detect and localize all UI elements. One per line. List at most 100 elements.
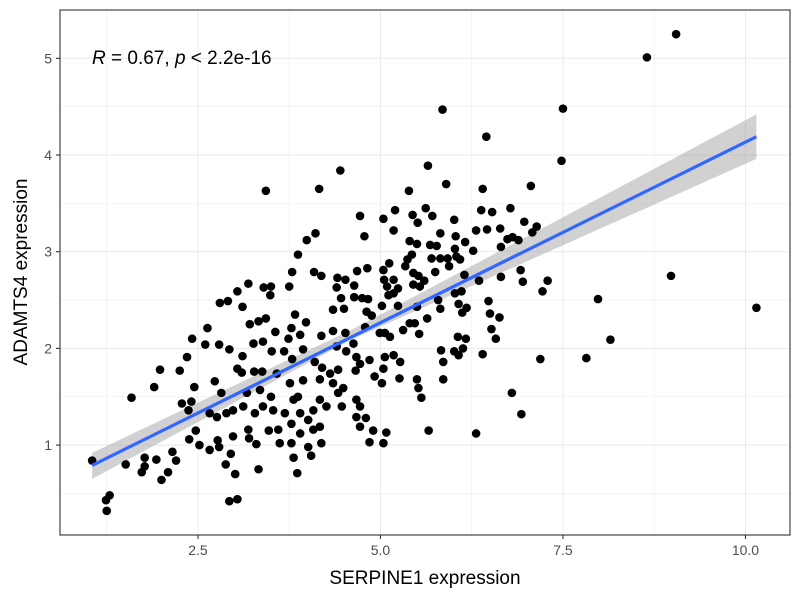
data-point (582, 353, 591, 363)
data-point (233, 494, 242, 504)
data-point (430, 267, 440, 277)
data-point (214, 442, 224, 452)
data-point (309, 405, 318, 415)
data-point (190, 382, 199, 392)
data-point (352, 395, 361, 404)
data-point (217, 388, 226, 398)
data-point (182, 352, 192, 362)
data-point (184, 434, 194, 444)
data-point (289, 453, 298, 462)
data-point (457, 287, 466, 296)
data-point (496, 242, 506, 252)
fit-line-layer (91, 135, 758, 467)
data-point (261, 314, 271, 323)
data-point (212, 412, 222, 422)
data-point (412, 375, 422, 384)
data-point (365, 355, 374, 365)
points-layer (87, 29, 761, 516)
data-point (213, 435, 222, 445)
data-point (295, 429, 305, 438)
data-point (352, 412, 361, 422)
data-point (341, 346, 351, 356)
data-point (315, 375, 325, 384)
data-point (184, 405, 193, 415)
data-point (149, 382, 159, 392)
data-point (666, 271, 676, 281)
data-point (671, 29, 681, 39)
data-point (349, 292, 359, 302)
data-point (752, 303, 761, 313)
data-point (337, 402, 347, 411)
data-point (453, 332, 463, 342)
data-point (268, 405, 278, 415)
data-point (428, 211, 437, 221)
data-point (517, 409, 526, 419)
data-point (436, 304, 445, 314)
data-point (317, 363, 327, 373)
data-point (457, 308, 467, 317)
data-point (266, 282, 276, 291)
data-point (266, 392, 276, 402)
data-point (449, 215, 459, 225)
data-point (140, 453, 149, 462)
data-point (496, 272, 506, 282)
x-tick-label: 5.0 (371, 542, 391, 558)
data-point (273, 425, 283, 434)
data-point (495, 313, 504, 322)
data-point (328, 326, 338, 336)
data-point (298, 376, 308, 385)
data-point (476, 205, 486, 215)
data-point (306, 451, 316, 461)
data-point (223, 296, 233, 306)
data-point (441, 179, 451, 189)
x-tick-label: 2.5 (188, 542, 208, 558)
data-point (436, 229, 445, 238)
y-axis-title: ADAMTS4 expression (11, 179, 32, 366)
data-point (379, 364, 388, 374)
data-point (280, 408, 290, 418)
data-point (450, 244, 460, 254)
data-point (287, 354, 297, 364)
data-point (317, 271, 326, 281)
data-point (538, 287, 547, 296)
data-point (460, 270, 469, 280)
data-point (258, 402, 268, 411)
data-point (484, 296, 493, 306)
data-point (485, 309, 495, 318)
ticks: 2.5 5.0 7.5 10.0 1 2 3 4 5 (44, 50, 759, 558)
data-point (287, 323, 296, 333)
data-point (315, 395, 325, 404)
data-point (259, 283, 268, 292)
data-point (389, 226, 398, 235)
data-point (238, 351, 247, 361)
data-point (478, 349, 487, 359)
data-point (309, 425, 318, 434)
data-point (414, 271, 423, 281)
data-point (341, 328, 350, 338)
data-point (349, 281, 359, 290)
data-point (400, 261, 410, 271)
data-point (395, 357, 405, 367)
data-point (102, 506, 112, 516)
data-point (314, 184, 324, 194)
data-point (424, 426, 433, 435)
data-point (287, 438, 296, 448)
data-point (438, 357, 448, 367)
data-point (389, 288, 398, 298)
data-point (487, 207, 497, 217)
data-point (101, 495, 111, 505)
data-point (528, 228, 537, 237)
data-point (377, 378, 387, 388)
data-point (405, 236, 414, 246)
y-tick-label: 3 (44, 244, 52, 260)
r-label: R (92, 48, 106, 69)
data-point (495, 224, 505, 233)
data-point (436, 254, 445, 263)
data-point (454, 299, 463, 309)
data-point (225, 496, 234, 506)
data-point (421, 203, 431, 213)
data-point (317, 331, 326, 341)
data-point (355, 422, 365, 432)
data-point (360, 231, 369, 241)
